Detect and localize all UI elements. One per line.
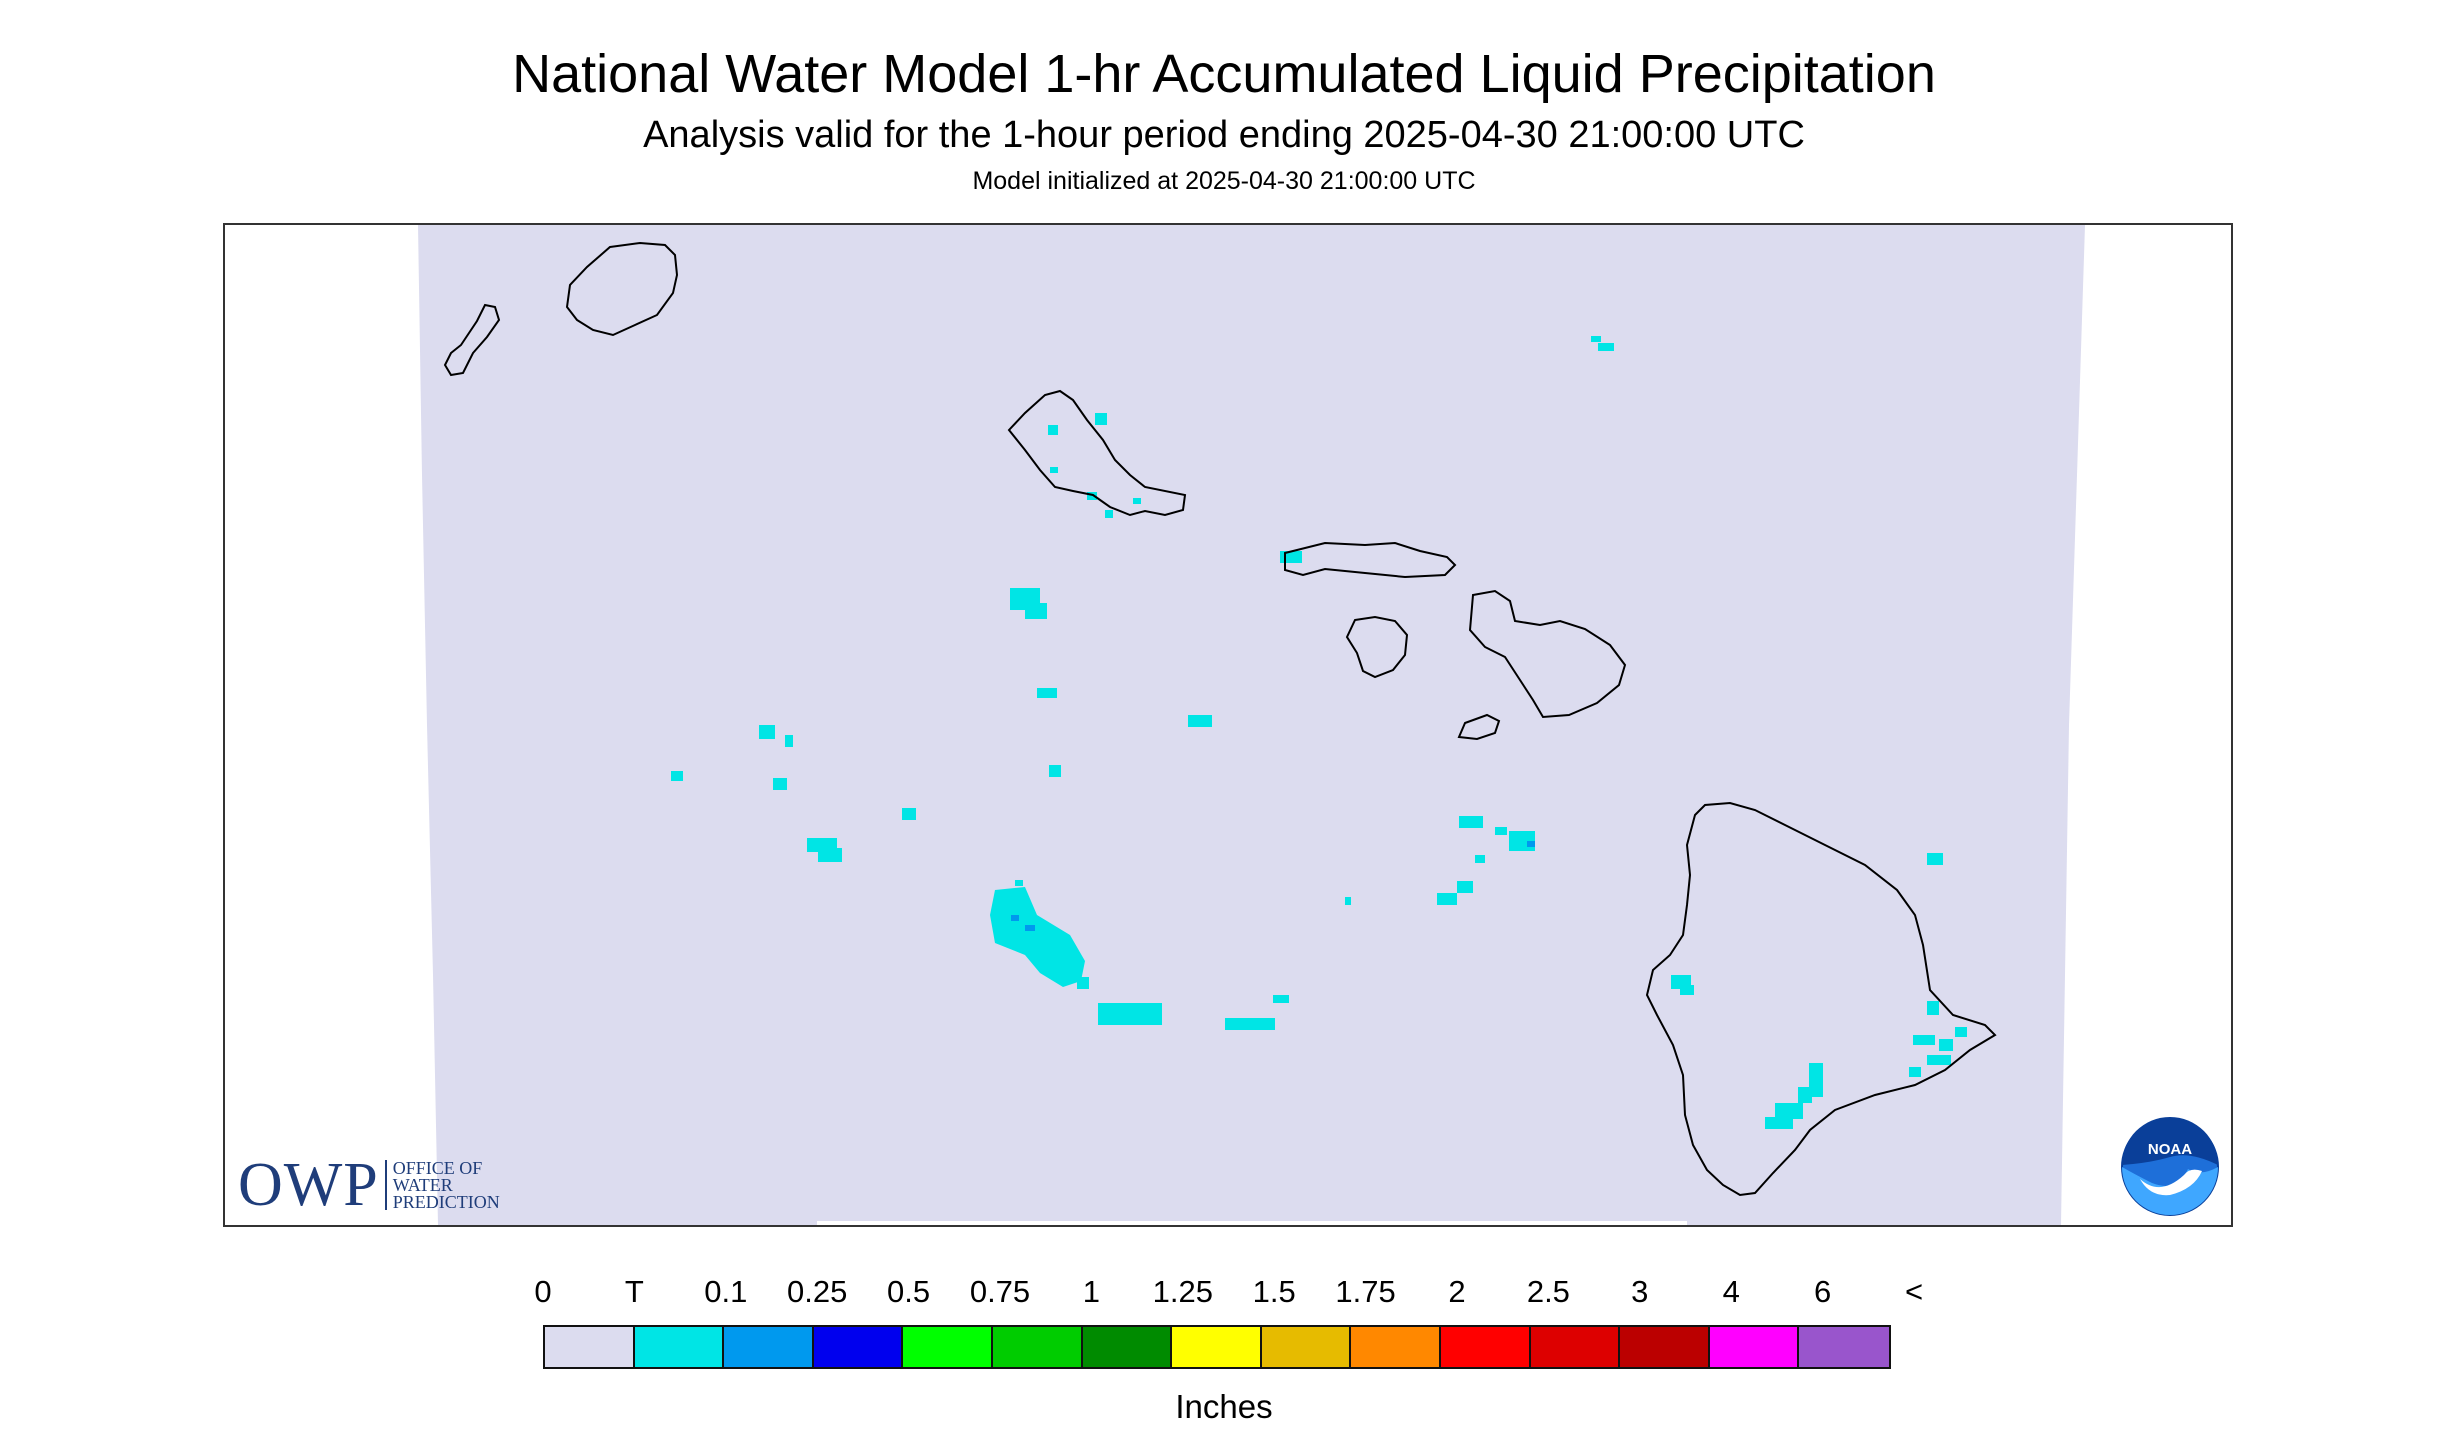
island-maui	[1468, 589, 1627, 719]
map-panel	[223, 223, 2233, 1227]
owp-logo-divider	[384, 1160, 387, 1210]
coastlines	[443, 241, 1997, 1197]
legend-label: 1.5	[1252, 1274, 1296, 1309]
legend-label: 2.5	[1526, 1274, 1570, 1309]
legend-labels: 0 T 0.1 0.25 0.5 0.75 1 1.25 1.5 1.75 2 2.5 3 4 6 <	[0, 1272, 2448, 1312]
legend-swatch	[813, 1327, 904, 1367]
legend-label: 0.1	[704, 1274, 748, 1309]
legend-label: 2	[1448, 1274, 1466, 1309]
legend-swatch	[1799, 1327, 1889, 1367]
island-kahoolawe	[1457, 713, 1501, 741]
legend-label: <	[1904, 1274, 1924, 1309]
legend-label: 0	[534, 1274, 552, 1309]
island-oahu	[1007, 389, 1187, 517]
model-init-time: Model initialized at 2025-04-30 21:00:00…	[972, 167, 1476, 195]
legend-label: 6	[1813, 1274, 1832, 1309]
color-legend	[543, 1325, 1891, 1369]
legend-swatch	[1082, 1327, 1173, 1367]
legend-swatch	[634, 1327, 725, 1367]
legend-label: 1	[1082, 1274, 1101, 1309]
legend-label: 1.25	[1152, 1274, 1213, 1309]
legend-swatch	[724, 1327, 814, 1367]
island-molokai	[1284, 541, 1457, 579]
legend-label: 1.75	[1335, 1274, 1396, 1309]
legend-swatch	[1530, 1327, 1621, 1367]
legend-label: 4	[1722, 1274, 1740, 1309]
legend-swatch	[1709, 1327, 1800, 1367]
island-kauai	[565, 241, 679, 337]
legend-swatch	[1620, 1327, 1710, 1367]
precip-map	[418, 225, 2085, 1225]
legend-label: 3	[1631, 1274, 1649, 1309]
legend-label: T	[624, 1274, 644, 1309]
map-subtitle: Analysis valid for the 1-hour period end…	[643, 114, 1805, 156]
island-niihau	[443, 303, 501, 377]
noaa-logo: NOAA	[2120, 1117, 2220, 1217]
legend-label: 0.75	[969, 1274, 1031, 1309]
legend-swatch	[1351, 1327, 1441, 1367]
model-domain	[418, 225, 2085, 1225]
owp-line1: OFFICE OF	[392, 1157, 483, 1178]
legend-swatch	[903, 1327, 993, 1367]
owp-logo: OWP OFFICE OF WATER PREDICTION	[238, 1151, 500, 1219]
legend-swatch	[1172, 1327, 1262, 1367]
legend-units: Inches	[1175, 1388, 1273, 1425]
legend-swatch	[1261, 1327, 1352, 1367]
map-title: National Water Model 1-hr Accumulated Li…	[512, 44, 1936, 104]
legend-label: 0.5	[887, 1274, 931, 1309]
noaa-emblem-icon: NOAA	[2121, 1117, 2219, 1216]
legend-swatch	[992, 1327, 1083, 1367]
precip-cells-light	[1011, 841, 1535, 931]
legend-swatch	[1440, 1327, 1531, 1367]
owp-logo-text: OWP	[238, 1151, 379, 1219]
island-hawaii	[1645, 801, 1997, 1197]
owp-line2: WATER	[392, 1174, 453, 1195]
island-lanai	[1345, 615, 1409, 679]
legend-swatch	[545, 1327, 635, 1367]
owp-line3: PREDICTION	[392, 1191, 500, 1212]
noaa-logo-text: NOAA	[2148, 1141, 2192, 1158]
legend-label: 0.25	[787, 1274, 848, 1309]
owp-logo-subtext: OFFICE OF WATER PREDICTION	[392, 1157, 500, 1212]
